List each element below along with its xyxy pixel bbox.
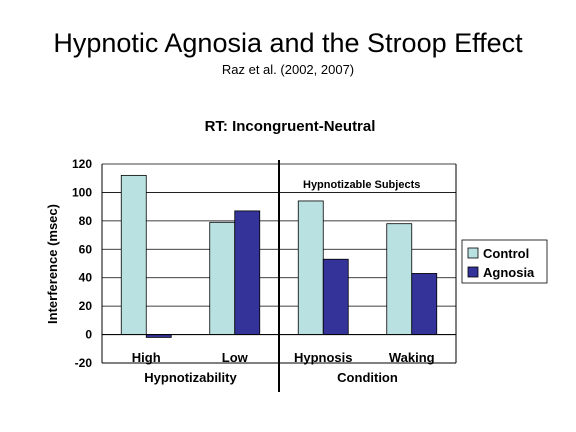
- x-group-labels: Hypnotizability Condition: [144, 370, 398, 385]
- x-tick-label: Hypnosis: [294, 350, 353, 365]
- y-tick-label: 0: [85, 328, 92, 342]
- bar-agnosia-hypnosis: [322, 258, 349, 335]
- y-tick-label: 80: [79, 214, 93, 228]
- y-tick-labels: -20 0 20 40 60 80 100 120: [72, 157, 92, 370]
- bar-control-high: [120, 174, 147, 335]
- chart-bars: [120, 174, 438, 338]
- bar-control-low: [209, 221, 236, 335]
- y-tick-label: 120: [72, 157, 92, 171]
- y-axis-label: Interference (msec): [45, 204, 60, 324]
- x-group-label: Condition: [337, 370, 398, 385]
- bar-control-waking: [386, 223, 413, 335]
- x-tick-label: Waking: [389, 350, 435, 365]
- hypnotizable-subjects-annotation: Hypnotizable Subjects: [303, 179, 420, 191]
- bar-agnosia-waking: [411, 273, 438, 335]
- x-group-label: Hypnotizability: [144, 370, 237, 385]
- bar-control-hypnosis: [297, 200, 324, 335]
- y-tick-label: 20: [79, 299, 93, 313]
- legend-swatch-control: [467, 247, 479, 259]
- x-tick-label: High: [132, 350, 161, 365]
- y-tick-label: 100: [72, 185, 92, 199]
- chart-title: RT: Incongruent-Neutral: [205, 118, 376, 135]
- legend: Control Agnosia: [461, 239, 548, 284]
- legend-label-agnosia: Agnosia: [483, 265, 535, 280]
- x-category-labels: High Low Hypnosis Waking: [132, 350, 435, 365]
- legend-swatch-agnosia: [467, 266, 479, 278]
- y-tick-label: 60: [79, 242, 93, 256]
- chart-axes: [101, 160, 457, 392]
- slide-title: Hypnotic Agnosia and the Stroop Effect: [53, 28, 523, 58]
- y-tick-label: -20: [75, 356, 93, 370]
- slide-subtitle: Raz et al. (2002, 2007): [221, 62, 355, 77]
- bar-agnosia-low: [234, 210, 261, 335]
- legend-label-control: Control: [483, 246, 529, 261]
- y-tick-label: 40: [79, 271, 93, 285]
- x-tick-label: Low: [222, 350, 249, 365]
